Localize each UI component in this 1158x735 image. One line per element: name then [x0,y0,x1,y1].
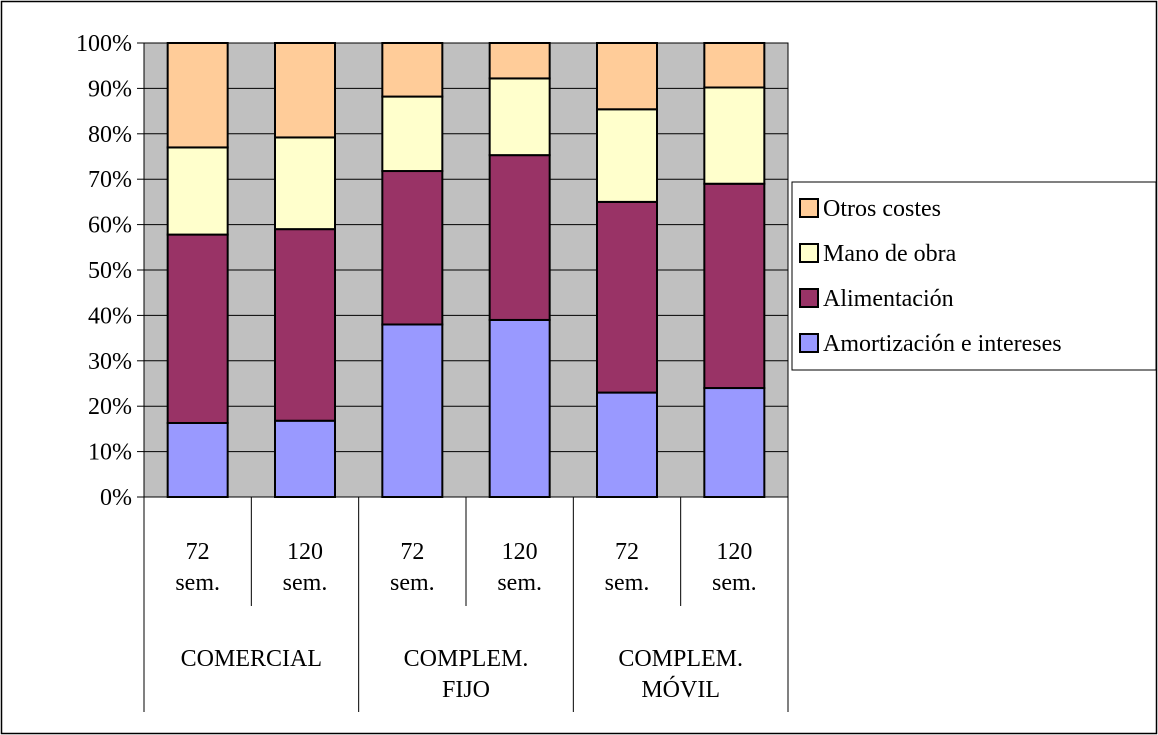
y-tick-label: 20% [88,394,132,420]
bar-segment [381,323,444,499]
y-tick-label: 50% [88,258,132,284]
bar-segment [381,42,444,98]
bar-segment [596,200,658,394]
bar-segment [488,318,551,498]
subcategory-label: 72 [615,539,639,565]
subcategory-label: 120 [287,539,323,565]
group-label: MÓVIL [641,676,720,703]
group-label: FIJO [442,677,490,703]
subcategory-label: 120 [502,539,538,565]
bar-segment [166,146,229,236]
subcategory-label: 72 [400,539,424,565]
legend-box [791,181,1157,371]
legend-swatch [799,288,819,308]
bar-segment [596,108,658,203]
bar-segment [166,421,229,498]
subcategory-label: sem. [605,570,650,596]
bar-segment [381,95,444,173]
group-label: COMPLEM. [404,646,529,672]
y-tick-label: 30% [88,349,132,375]
bar-segment [166,233,229,424]
y-tick-label: 10% [88,440,132,466]
subcategory-label: sem. [497,570,542,596]
legend-swatch [799,243,819,263]
legend-label: Mano de obra [823,241,957,267]
legend-label: Otros costes [823,196,941,222]
subcategory-label: 120 [716,539,752,565]
y-tick-label: 0% [100,485,132,511]
bar-segment [596,42,658,111]
legend-label: Alimentación [823,286,954,312]
y-tick-label: 70% [88,167,132,193]
bar-segment [703,182,766,390]
y-tick-label: 40% [88,303,132,329]
legend-swatch [799,198,819,218]
group-label: COMERCIAL [181,646,322,672]
legend-swatch [799,333,819,353]
subcategory-label: sem. [712,570,757,596]
bar-segment [274,419,336,498]
bar-segment [703,86,766,185]
bar-segment [488,77,551,157]
bar-segment [274,42,336,139]
bar-segment [703,42,766,89]
subcategory-label: sem. [283,570,328,596]
subcategory-label: 72 [186,539,210,565]
bar-segment [596,391,658,498]
y-tick-label: 60% [88,213,132,239]
y-tick-label: 100% [76,31,132,57]
bar-segment [488,154,551,321]
bar-segment [488,42,551,80]
subcategory-label: sem. [390,570,435,596]
bar-segment [381,170,444,326]
bar-segment [703,387,766,499]
y-tick-label: 80% [88,122,132,148]
bar-segment [274,228,336,422]
y-tick-label: 90% [88,76,132,102]
bar-segment [274,136,336,231]
subcategory-label: sem. [175,570,220,596]
group-label: COMPLEM. [618,646,743,672]
legend-label: Amortización e intereses [823,331,1062,357]
bar-segment [166,42,229,149]
